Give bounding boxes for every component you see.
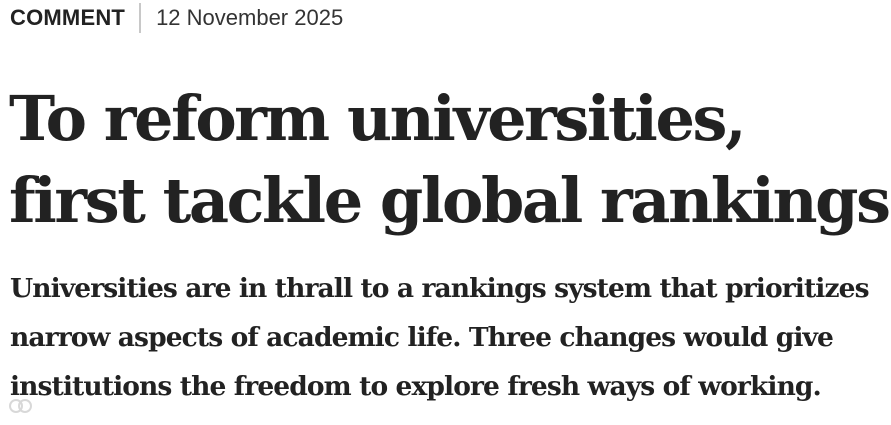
article-meta: COMMENT 12 November 2025	[10, 3, 343, 33]
article-headline: To reform universities, first tackle glo…	[9, 82, 891, 237]
meta-divider	[139, 3, 142, 33]
watermark	[8, 397, 34, 415]
watermark-logo-icon	[9, 399, 32, 413]
publication-date: 12 November 2025	[156, 5, 344, 30]
article-type-link[interactable]: COMMENT	[10, 5, 126, 30]
article-standfirst: Universities are in thrall to a rankings…	[10, 273, 869, 402]
